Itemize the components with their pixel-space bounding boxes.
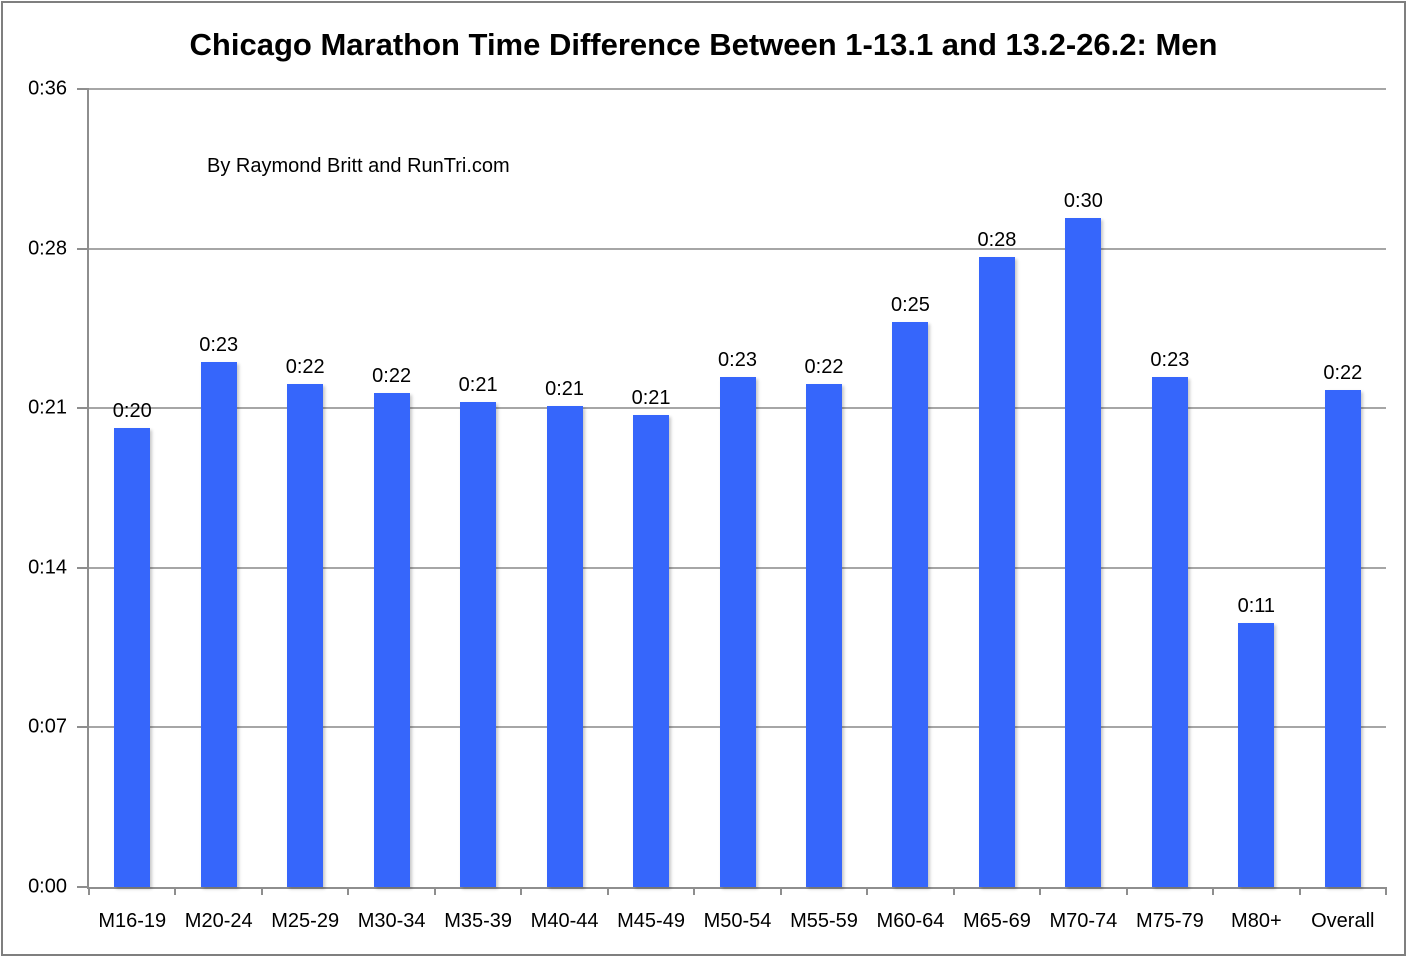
bar-slot: 0:22 M55-59	[781, 89, 867, 932]
gridline	[89, 88, 1386, 90]
y-axis-tick-label: 0:14	[28, 556, 67, 579]
x-axis-tick	[260, 887, 263, 895]
y-axis-tick	[77, 886, 89, 888]
x-axis-tick	[433, 887, 436, 895]
x-axis-tick	[606, 887, 609, 895]
bar	[1065, 217, 1102, 887]
bar-slot: 0:21 M35-39	[435, 89, 521, 932]
bar-slot: 0:23 M20-24	[175, 89, 261, 932]
x-axis-category-label: M60-64	[876, 910, 945, 932]
x-axis-category-label: M70-74	[1049, 910, 1118, 932]
bar-slot: 0:23 M50-54	[694, 89, 780, 932]
bar-value-label: 0:23	[718, 349, 757, 372]
bar-slot: 0:28 M65-69	[954, 89, 1040, 932]
bar-slot: 0:11 M80+	[1213, 89, 1299, 932]
plot-area: By Raymond Britt and RunTri.com 0:20 M16-…	[28, 78, 1387, 932]
x-axis-category-label: M80+	[1231, 910, 1282, 932]
bar	[1324, 390, 1361, 887]
bar-slot: 0:23 M75-79	[1127, 89, 1213, 932]
y-axis-tick	[77, 88, 89, 90]
bar-value-label: 0:22	[804, 355, 844, 378]
bar-value-label: 0:28	[977, 229, 1017, 252]
bar	[1151, 377, 1188, 887]
bar-value-label: 0:11	[1237, 595, 1276, 618]
bar	[114, 428, 151, 887]
bar-value-label: 0:21	[458, 373, 498, 396]
bar-slot: 0:30 M70-74	[1040, 89, 1126, 932]
x-axis-tick	[1385, 887, 1387, 895]
x-axis-category-label: M65-69	[963, 910, 1031, 932]
x-axis-category-label: Overall	[1311, 910, 1375, 932]
bar	[546, 405, 583, 887]
y-axis-tick	[77, 407, 89, 410]
bar-value-label: 0:21	[631, 386, 671, 409]
bar	[287, 383, 324, 887]
chart-title: Chicago Marathon Time Difference Between…	[189, 27, 1218, 62]
x-axis-tick	[1212, 887, 1215, 895]
y-axis-tick-label: 0:21	[28, 396, 67, 419]
bar-value-label: 0:23	[1150, 349, 1190, 372]
bar-value-label: 0:21	[545, 377, 585, 400]
bar	[719, 377, 756, 887]
bar-slot: 0:20 M16-19	[89, 89, 175, 932]
x-axis-category-label: M25-29	[271, 910, 340, 932]
x-axis-tick	[779, 887, 782, 895]
x-axis-category-label: M20-24	[184, 910, 253, 932]
x-axis-category-label: M50-54	[703, 910, 772, 932]
y-axis-tick-label: 0:36	[28, 77, 67, 100]
bar-slot: 0:22 Overall	[1300, 89, 1386, 932]
bar	[373, 392, 410, 887]
bar-series: 0:20 M16-19 0:23 M20-24 0:22 M25-29 0:22 M30-34…	[89, 89, 1386, 932]
bar-value-label: 0:25	[890, 293, 930, 316]
bar-slot: 0:21 M40-44	[521, 89, 607, 932]
bar-value-label: 0:22	[372, 364, 412, 387]
x-axis-category-label: M40-44	[530, 910, 599, 932]
x-axis-tick	[174, 887, 177, 895]
x-axis-category-label: M45-49	[617, 910, 685, 932]
x-axis-tick	[88, 887, 90, 895]
x-axis-tick	[347, 887, 350, 895]
bar	[200, 361, 237, 887]
bar-value-label: 0:22	[285, 355, 325, 378]
y-axis-tick	[77, 726, 89, 729]
x-axis-tick	[1125, 887, 1128, 895]
bar	[460, 401, 497, 887]
x-axis-category-label: M35-39	[444, 910, 513, 932]
bar-value-label: 0:23	[199, 333, 239, 356]
bar-value-label: 0:20	[112, 400, 152, 423]
x-axis-category-label: M16-19	[98, 910, 167, 932]
x-axis-tick	[1039, 887, 1042, 895]
bar-slot: 0:22 M25-29	[262, 89, 348, 932]
bar-value-label: 0:22	[1323, 362, 1363, 385]
bar-slot: 0:21 M45-49	[608, 89, 694, 932]
gridline	[89, 247, 1386, 250]
x-axis-tick	[520, 887, 523, 895]
bar	[805, 383, 842, 887]
y-axis-tick-label: 0:00	[28, 875, 67, 898]
y-axis-tick	[77, 247, 89, 250]
bar-slot: 0:22 M30-34	[348, 89, 434, 932]
y-axis-tick-label: 0:28	[28, 237, 67, 260]
bar-slot: 0:25 M60-64	[867, 89, 953, 932]
x-axis-category-label: M75-79	[1135, 910, 1204, 932]
bar	[633, 414, 670, 887]
x-axis-tick	[1298, 887, 1301, 895]
y-axis-tick-label: 0:07	[28, 715, 67, 738]
x-axis-category-label: M55-59	[790, 910, 858, 932]
chart-subtitle: By Raymond Britt and RunTri.com	[207, 155, 510, 177]
x-axis-category-label: M30-34	[357, 910, 426, 932]
bar	[978, 257, 1015, 887]
bar	[892, 321, 929, 887]
x-axis-tick	[693, 887, 696, 895]
bar	[1238, 623, 1275, 887]
x-axis-tick	[952, 887, 955, 895]
x-axis-tick	[866, 887, 869, 895]
bar-value-label: 0:30	[1063, 189, 1103, 212]
y-axis-tick	[77, 566, 89, 569]
